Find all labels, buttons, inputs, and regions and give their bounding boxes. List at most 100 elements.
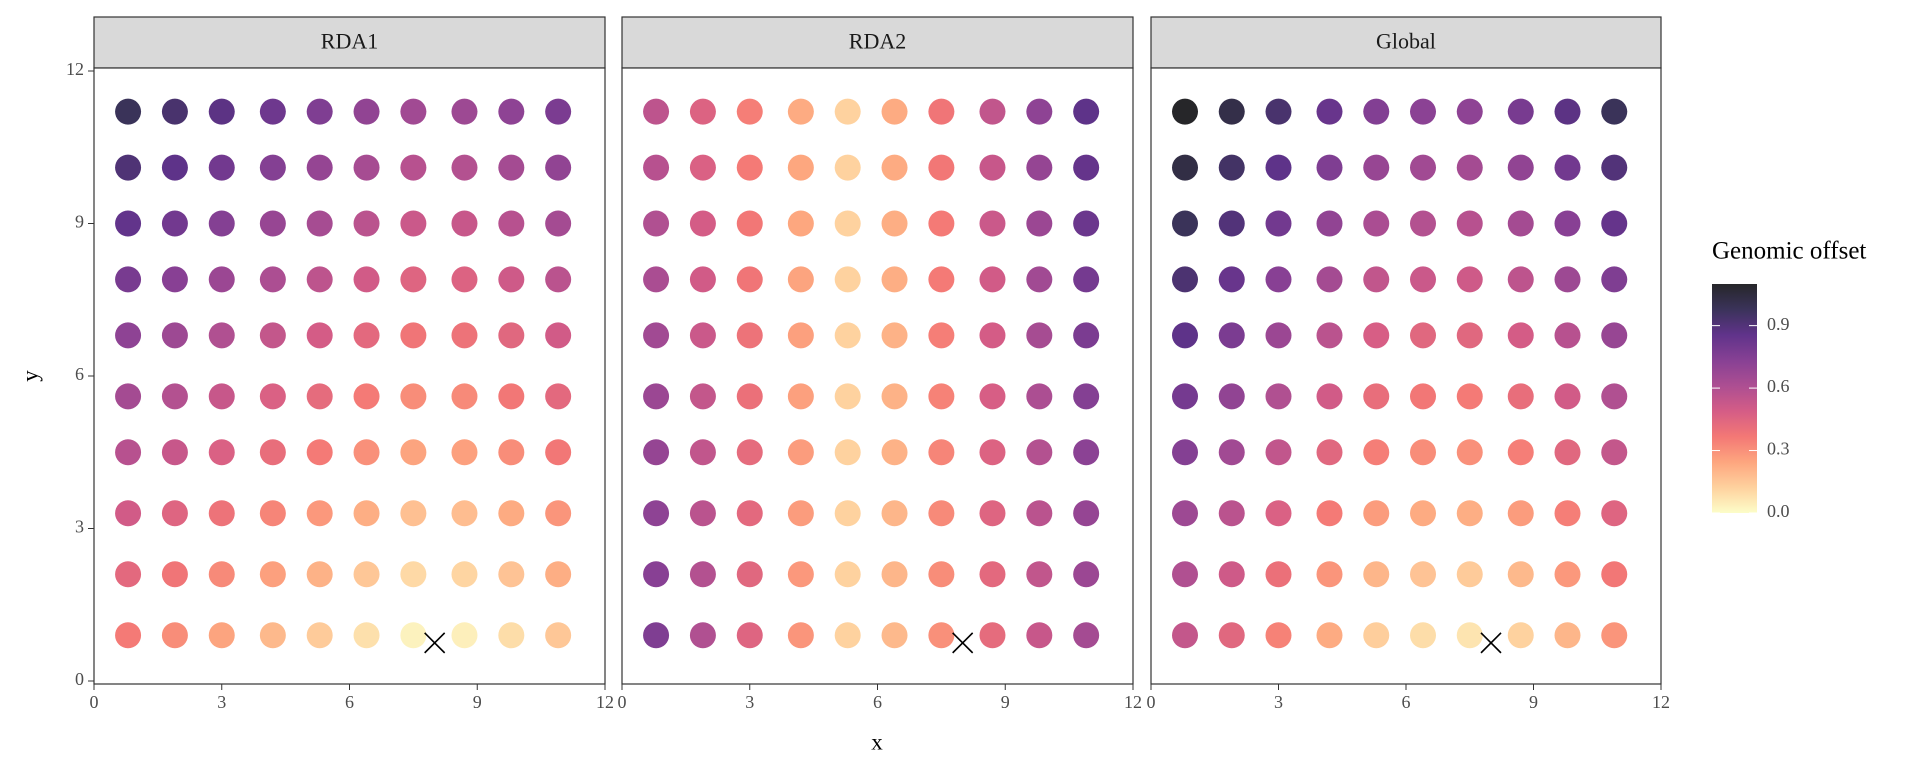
point [115,561,142,588]
point [498,210,525,237]
point [1363,154,1390,181]
point [115,500,142,527]
point [834,439,861,466]
point [1456,500,1483,527]
point [208,561,235,588]
point [834,322,861,349]
point [1316,322,1343,349]
colorbar-title: Genomic offset [1712,238,1866,265]
point [1507,383,1534,410]
point [451,561,478,588]
point [1456,210,1483,237]
point [306,561,333,588]
point [545,266,572,293]
point [259,500,286,527]
point [545,622,572,649]
point [1026,98,1053,125]
point [1026,622,1053,649]
point [1172,266,1198,293]
point [1507,154,1534,181]
point [259,98,286,125]
point [787,561,814,588]
point [1363,210,1390,237]
point [834,622,861,649]
point [353,439,380,466]
point [736,500,763,527]
point [928,154,955,181]
point [979,383,1006,410]
point [979,154,1006,181]
point [1073,383,1100,410]
point [306,383,333,410]
point [1363,500,1390,527]
point [498,500,525,527]
point [400,210,427,237]
point [208,266,235,293]
point [400,500,427,527]
point [1026,439,1053,466]
point [161,322,188,349]
point [1172,154,1198,181]
point [1456,439,1483,466]
point [353,322,380,349]
point [689,322,716,349]
point [1172,561,1198,588]
point [1073,266,1100,293]
point [115,383,142,410]
point [1316,210,1343,237]
point [881,500,908,527]
point [1456,266,1483,293]
point [787,154,814,181]
point [306,266,333,293]
point [1265,266,1292,293]
point [881,154,908,181]
point [1363,98,1390,125]
point [928,266,955,293]
point [1316,439,1343,466]
point [1218,210,1245,237]
point [161,622,188,649]
point [498,622,525,649]
point [259,439,286,466]
point [1026,266,1053,293]
point [1554,622,1581,649]
x-tick-label: 12 [1124,692,1142,712]
points [1172,98,1628,649]
x-tick-label: 9 [1529,692,1538,712]
x-axis-label: x [871,729,883,754]
x-tick-label: 9 [1001,692,1010,712]
point [787,383,814,410]
point [1601,210,1628,237]
point [1507,210,1534,237]
point [689,154,716,181]
point [979,98,1006,125]
y-tick-label: 9 [75,212,84,232]
point [306,500,333,527]
point [1073,154,1100,181]
point [498,383,525,410]
point [736,439,763,466]
point [1265,98,1292,125]
point [1026,383,1053,410]
point [1316,154,1343,181]
site-marker [424,632,446,654]
point [1073,439,1100,466]
point [736,561,763,588]
point [1172,383,1198,410]
x-tick-label: 3 [745,692,754,712]
colorbar-tick-label: 0.6 [1767,376,1790,396]
point [545,439,572,466]
colorbar-tick-label: 0.0 [1767,501,1790,521]
point [353,266,380,293]
point [689,500,716,527]
point [928,622,955,649]
point [1507,622,1534,649]
point [1172,98,1198,125]
point [689,622,716,649]
point [1601,154,1628,181]
point [1265,500,1292,527]
point [1410,561,1436,588]
point [451,439,478,466]
point [208,439,235,466]
point [353,98,380,125]
